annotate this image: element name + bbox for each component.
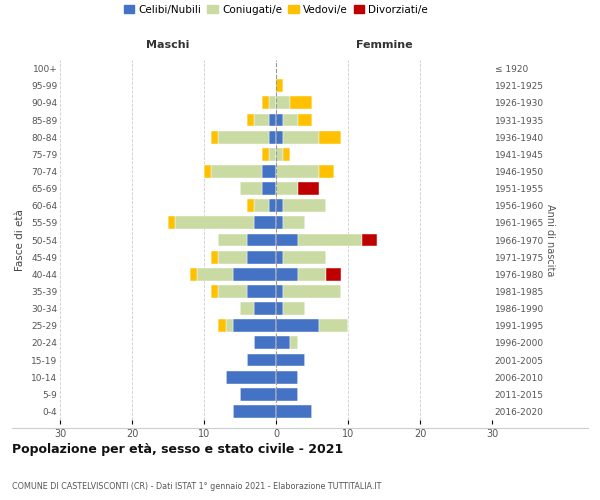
Bar	[276, 130, 283, 143]
Bar	[211, 285, 218, 298]
Bar	[276, 388, 298, 400]
Bar	[247, 354, 276, 366]
Bar	[269, 148, 276, 160]
Bar	[226, 370, 276, 384]
Bar	[276, 114, 283, 126]
Bar	[233, 268, 276, 280]
Y-axis label: Anni di nascita: Anni di nascita	[545, 204, 555, 276]
Bar	[283, 302, 305, 315]
Bar	[197, 268, 233, 280]
Bar	[276, 354, 305, 366]
Bar	[276, 405, 312, 418]
Bar	[283, 216, 305, 230]
Bar	[218, 285, 247, 298]
Bar	[276, 148, 283, 160]
Bar	[218, 234, 247, 246]
Text: Maschi: Maschi	[146, 40, 190, 50]
Bar	[247, 200, 254, 212]
Bar	[211, 130, 218, 143]
Bar	[262, 96, 269, 110]
Bar	[283, 250, 326, 264]
Bar	[298, 268, 326, 280]
Bar	[247, 250, 276, 264]
Y-axis label: Fasce di età: Fasce di età	[16, 209, 25, 271]
Bar	[276, 200, 283, 212]
Bar	[319, 320, 348, 332]
Bar	[226, 320, 233, 332]
Bar	[276, 234, 298, 246]
Bar	[276, 302, 283, 315]
Bar	[247, 285, 276, 298]
Bar	[240, 302, 254, 315]
Bar	[290, 96, 312, 110]
Bar	[262, 148, 269, 160]
Bar	[298, 114, 312, 126]
Bar	[298, 234, 362, 246]
Bar	[283, 148, 290, 160]
Bar	[247, 234, 276, 246]
Bar	[269, 114, 276, 126]
Bar	[254, 302, 276, 315]
Bar	[190, 268, 197, 280]
Bar	[168, 216, 175, 230]
Bar	[254, 200, 269, 212]
Bar	[326, 268, 341, 280]
Bar	[269, 96, 276, 110]
Bar	[362, 234, 377, 246]
Bar	[218, 130, 269, 143]
Bar	[283, 114, 298, 126]
Bar	[276, 216, 283, 230]
Bar	[283, 200, 326, 212]
Bar	[276, 80, 283, 92]
Bar	[276, 320, 319, 332]
Bar	[262, 182, 276, 195]
Bar	[276, 285, 283, 298]
Legend: Celibi/Nubili, Coniugati/e, Vedovi/e, Divorziati/e: Celibi/Nubili, Coniugati/e, Vedovi/e, Di…	[119, 0, 433, 19]
Bar	[262, 165, 276, 178]
Bar	[254, 216, 276, 230]
Bar	[218, 250, 247, 264]
Bar	[276, 165, 319, 178]
Bar	[247, 114, 254, 126]
Bar	[175, 216, 254, 230]
Bar	[254, 336, 276, 349]
Bar	[276, 96, 290, 110]
Text: Femmine: Femmine	[356, 40, 412, 50]
Bar	[319, 130, 341, 143]
Text: COMUNE DI CASTELVISCONTI (CR) - Dati ISTAT 1° gennaio 2021 - Elaborazione TUTTIT: COMUNE DI CASTELVISCONTI (CR) - Dati IST…	[12, 482, 382, 491]
Bar	[240, 388, 276, 400]
Bar	[283, 285, 341, 298]
Bar	[319, 165, 334, 178]
Bar	[218, 320, 226, 332]
Bar	[276, 182, 298, 195]
Bar	[204, 165, 211, 178]
Bar	[269, 200, 276, 212]
Bar	[276, 370, 298, 384]
Bar	[233, 405, 276, 418]
Text: Popolazione per età, sesso e stato civile - 2021: Popolazione per età, sesso e stato civil…	[12, 442, 343, 456]
Bar	[240, 182, 262, 195]
Bar	[276, 336, 290, 349]
Bar	[211, 250, 218, 264]
Bar	[211, 165, 262, 178]
Bar	[233, 320, 276, 332]
Bar	[269, 130, 276, 143]
Bar	[298, 182, 319, 195]
Bar	[276, 250, 283, 264]
Bar	[254, 114, 269, 126]
Bar	[290, 336, 298, 349]
Bar	[283, 130, 319, 143]
Bar	[276, 268, 298, 280]
